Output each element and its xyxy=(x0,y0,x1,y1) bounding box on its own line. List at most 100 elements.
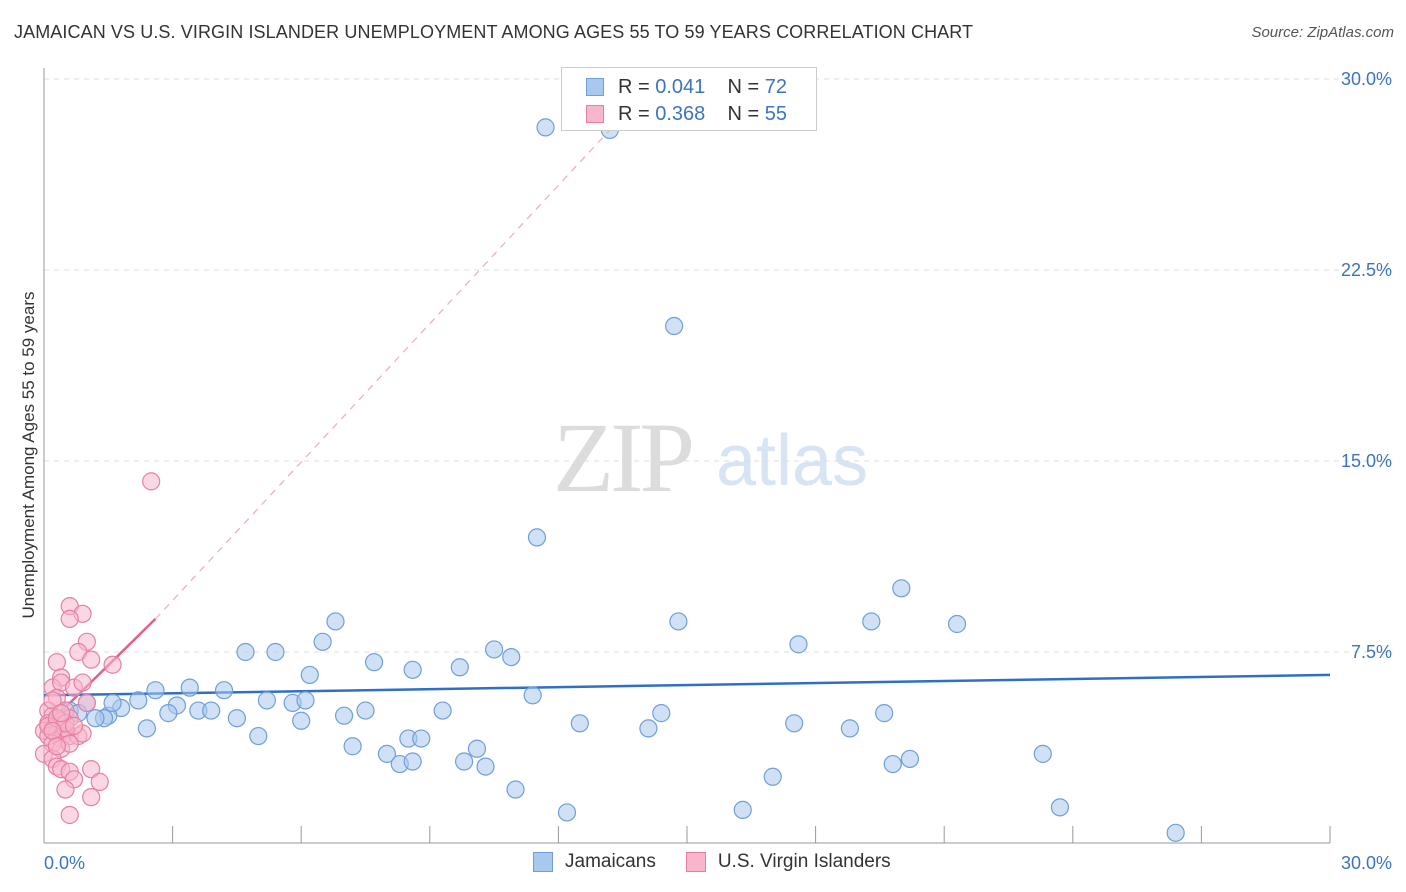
source-label: Source: ZipAtlas.com xyxy=(1251,24,1394,41)
chart-title: JAMAICAN VS U.S. VIRGIN ISLANDER UNEMPLO… xyxy=(14,22,974,42)
jamaican-point xyxy=(1033,744,1052,763)
jamaican-point xyxy=(377,744,397,763)
jamaican-point xyxy=(947,614,967,634)
virgin-islander-point xyxy=(56,780,75,799)
virgin-islanders-label: U.S. Virgin Islanders xyxy=(717,851,891,872)
jamaican-point xyxy=(296,691,315,710)
jamaican-point xyxy=(266,642,285,662)
virgin-islander-point xyxy=(52,704,71,723)
jamaican-point xyxy=(785,714,804,733)
virgin-islander-point xyxy=(82,788,101,807)
jamaican-point xyxy=(412,729,431,748)
virgin-islander-point xyxy=(82,760,101,779)
jamaican-point xyxy=(202,701,221,720)
virgin-islander-point xyxy=(60,805,79,825)
legend-r-value: 0.041 xyxy=(655,75,706,98)
jamaican-point xyxy=(665,316,684,336)
virgin-islander-point xyxy=(142,472,161,491)
virgin-islander-point xyxy=(73,673,92,692)
virgin-islander-point xyxy=(60,609,79,628)
y-axis-label: Unemployment Among Ages 55 to 59 years xyxy=(19,292,38,619)
jamaican-point xyxy=(227,709,246,728)
legend-swatch-blue xyxy=(586,78,604,96)
legend-row-jamaicans: R = 0.041 N = 72 xyxy=(586,74,787,100)
jamaican-point xyxy=(300,665,319,685)
series-legend-jamaicans[interactable]: Jamaicans xyxy=(533,851,656,873)
legend-n-label: N = xyxy=(727,102,765,125)
watermark-atlas: atlas xyxy=(716,421,869,501)
jamaican-point xyxy=(364,653,384,672)
virgin-islander-point xyxy=(103,655,122,674)
x-tick-label: 30.0% xyxy=(1341,853,1392,873)
y-tick-label: 15.0% xyxy=(1341,451,1392,471)
jamaican-point xyxy=(1050,798,1070,817)
jamaican-point xyxy=(137,719,156,738)
jamaican-point xyxy=(485,640,504,659)
x-tick-label: 0.0% xyxy=(44,853,85,873)
jamaican-point xyxy=(862,612,881,631)
legend-r-label: R = xyxy=(618,75,656,98)
jamaican-point xyxy=(292,711,311,730)
virgin-islander-point xyxy=(82,650,101,669)
jamaican-point xyxy=(883,754,902,774)
jamaicans-trend-line xyxy=(43,673,1331,697)
legend-r-value: 0.368 xyxy=(655,102,706,125)
jamaican-point xyxy=(652,704,671,723)
jamaican-point xyxy=(733,800,752,819)
jamaican-point xyxy=(159,704,178,723)
jamaican-point xyxy=(527,528,547,547)
y-tick-label: 22.5% xyxy=(1341,260,1392,280)
legend-n-value: 55 xyxy=(764,102,788,125)
jamaican-point xyxy=(523,686,542,705)
virgin-islander-point xyxy=(43,721,62,741)
jamaican-point xyxy=(86,709,105,728)
virgin-islander-point xyxy=(43,691,62,710)
jamaican-point xyxy=(557,803,577,822)
jamaican-point xyxy=(236,642,255,662)
jamaican-point xyxy=(180,678,199,697)
legend-swatch-pink xyxy=(586,105,604,123)
virgin-islander-point xyxy=(47,653,66,672)
data-points xyxy=(34,118,1185,842)
jamaican-point xyxy=(334,706,354,725)
jamaican-point xyxy=(129,691,148,710)
jamaican-point xyxy=(249,726,268,746)
jamaican-point xyxy=(146,681,165,700)
jamaican-point xyxy=(536,118,555,137)
jamaican-point xyxy=(570,714,589,733)
jamaican-point xyxy=(1166,823,1185,842)
series-legend: Jamaicans U.S. Virgin Islanders xyxy=(533,851,921,873)
virgin-islanders-trend-extension xyxy=(155,129,611,620)
jamaican-point xyxy=(356,701,375,720)
jamaican-point xyxy=(789,635,808,654)
jamaicans-label: Jamaicans xyxy=(565,851,656,872)
y-tick-label: 7.5% xyxy=(1351,642,1392,662)
legend-row-virgin-islanders: R = 0.368 N = 55 xyxy=(586,101,787,127)
virgin-islander-point xyxy=(77,693,96,713)
jamaican-point xyxy=(763,767,782,786)
virgin-islanders-swatch xyxy=(685,852,706,872)
jamaican-point xyxy=(313,632,332,651)
y-tick-label: 30.0% xyxy=(1341,69,1392,89)
legend-n-label: N = xyxy=(727,75,765,98)
jamaican-point xyxy=(892,579,911,598)
jamaican-point xyxy=(403,752,422,771)
jamaican-point xyxy=(875,704,894,723)
jamaican-point xyxy=(214,681,234,700)
jamaican-point xyxy=(450,658,469,677)
jamaican-point xyxy=(639,719,658,738)
grid-lines xyxy=(44,78,1390,653)
legend-r-label: R = xyxy=(618,102,656,125)
jamaicans-swatch xyxy=(533,852,553,872)
jamaican-point xyxy=(326,612,345,631)
virgin-islander-point xyxy=(90,772,109,791)
jamaican-point xyxy=(506,780,525,799)
series-legend-virgin-islanders[interactable]: U.S. Virgin Islanders xyxy=(685,851,891,873)
jamaican-point xyxy=(454,752,474,771)
jamaican-point xyxy=(103,693,122,713)
jamaican-point xyxy=(502,647,521,667)
trend-lines xyxy=(43,129,1331,730)
tick-labels: 7.5% 15.0% 22.5% 30.0% 0.0% 30.0% xyxy=(44,69,1392,873)
jamaican-point xyxy=(900,749,920,769)
